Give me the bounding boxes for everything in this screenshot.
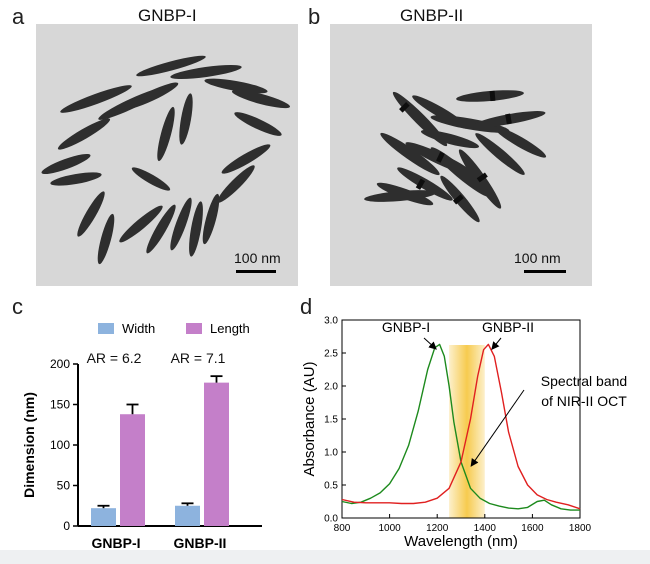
bar-length-gnbp-ii [204, 382, 229, 526]
bar-chart-dimensions: 0 50 100 150 200 Dimension (nm) Width Length GNB… [21, 321, 262, 550]
aspect-ratio-annotation: AR = 6.2 [87, 350, 142, 366]
y-tick-label: 1.5 [324, 415, 338, 426]
legend-label-length: Length [210, 321, 250, 336]
y-tick-label: 0.0 [324, 514, 338, 525]
panel-letter-c: c [12, 294, 23, 319]
y-tick-label: 2.5 [324, 349, 338, 360]
y-tick-label: 100 [50, 438, 70, 452]
x-tick-label: 1400 [474, 523, 497, 534]
y-tick-label: 150 [50, 398, 70, 412]
x-tick-label: 1200 [426, 523, 449, 534]
x-tick-label: 800 [334, 523, 351, 534]
x-axis-label: Wavelength (nm) [404, 533, 518, 550]
aspect-ratio-annotation: AR = 7.1 [171, 350, 226, 366]
absorbance-spectrum-chart: 800 1000 1200 1400 1600 1800 0.0 0.5 1.0 1.5 2.0 2.… [301, 316, 627, 551]
curve-label-gnbp2: GNBP-II [482, 319, 534, 335]
legend-label-width: Width [122, 321, 155, 336]
y-tick-label: 2.0 [324, 382, 338, 393]
nanoparticle-cluster-gnbp2 [364, 90, 547, 223]
panel-letter-b: b [308, 4, 321, 29]
y-tick-label: 50 [57, 479, 71, 493]
y-axis-label: Absorbance (AU) [301, 361, 318, 476]
legend-swatch-width [98, 323, 114, 334]
y-tick-label: 1.0 [324, 448, 338, 459]
scale-bar-b [524, 270, 566, 273]
panel-a-title: GNBP-I [138, 6, 197, 25]
tem-image-gnbp1: 100 nm [36, 24, 298, 286]
bar-width-gnbp-ii [175, 505, 200, 526]
band-label-line2: of NIR-II OCT [541, 393, 627, 409]
series-line-gnbp-i [341, 343, 580, 511]
nanoparticle-cluster-gnbp1 [41, 55, 291, 265]
legend-swatch-length [186, 323, 202, 334]
y-tick-label: 0 [63, 519, 70, 533]
arrow-gnbp2 [491, 337, 502, 350]
bar-length-gnbp-i [120, 414, 145, 526]
y-tick-label: 0.5 [324, 481, 338, 492]
bottom-strip [0, 550, 650, 564]
scale-label-a: 100 nm [234, 250, 281, 266]
y-tick-label: 200 [50, 357, 70, 371]
panel-b-title: GNBP-II [400, 6, 464, 25]
band-label-line1: Spectral band [541, 373, 627, 389]
scale-bar-a [236, 270, 276, 273]
x-tick-label: 1600 [521, 523, 544, 534]
y-axis-label: Dimension (nm) [21, 392, 37, 498]
bar-width-gnbp-i [91, 508, 116, 526]
panel-letter-d: d [300, 294, 313, 319]
panel-letter-a: a [12, 4, 25, 29]
scale-label-b: 100 nm [514, 250, 561, 266]
x-tick-label: 1000 [378, 523, 401, 534]
curve-label-gnbp1: GNBP-I [382, 319, 430, 335]
x-tick-label-gnbp-i: GNBP-I [92, 535, 141, 550]
series-line-gnbp-ii [341, 343, 581, 510]
x-tick-label: 1800 [569, 523, 592, 534]
arrow-gnbp1 [423, 337, 437, 350]
x-tick-label-gnbp-ii: GNBP-II [174, 535, 227, 550]
arrow-band [470, 389, 525, 467]
y-tick-label: 3.0 [324, 316, 338, 327]
tem-image-gnbp2: 100 nm [330, 24, 592, 286]
